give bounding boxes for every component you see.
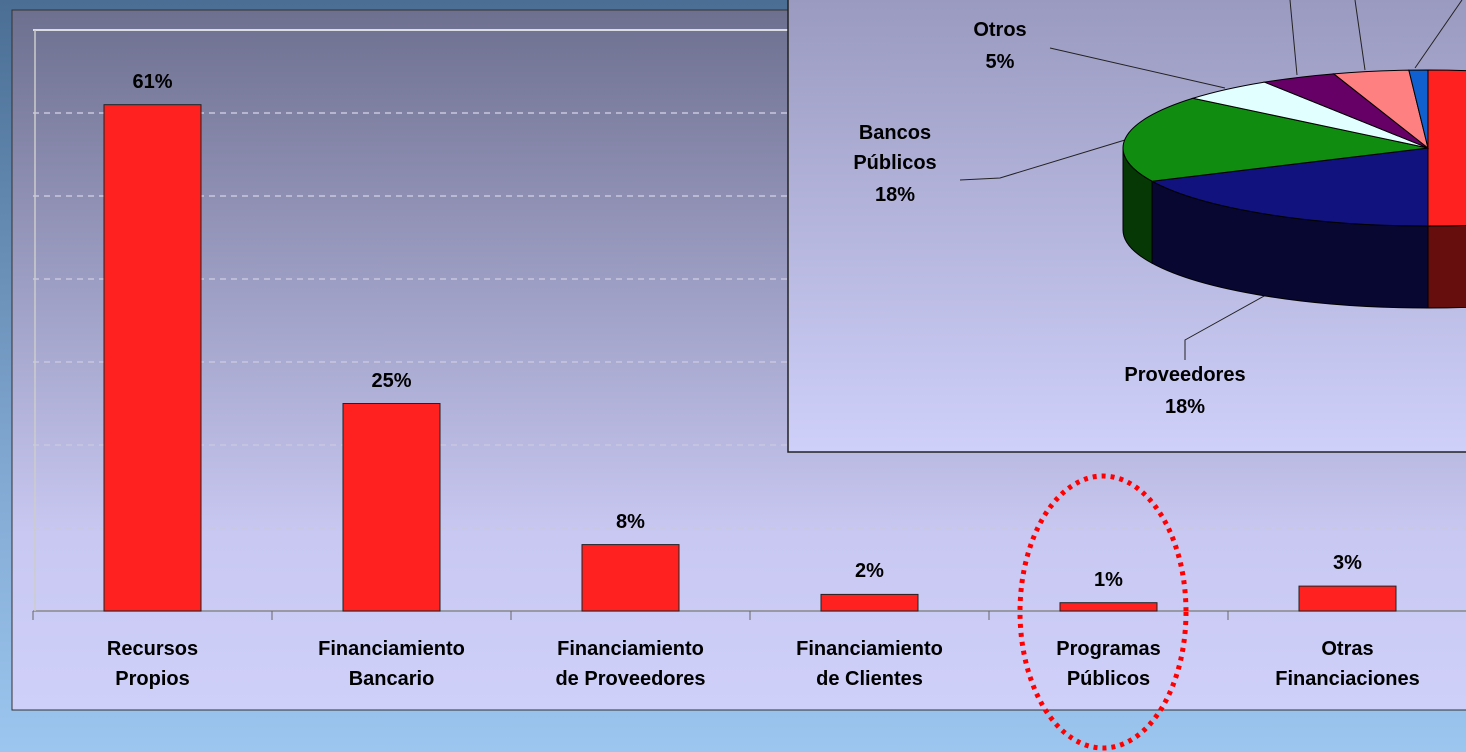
value-label: 61% [132, 70, 173, 93]
pie-slice [1122, 97, 1429, 182]
leader-line [1184, 289, 1276, 360]
x-tick-label: Recursos Propios [106, 638, 199, 690]
leader-line [959, 139, 1126, 181]
pie-slice [1408, 69, 1429, 149]
value-label: 25% [371, 369, 412, 392]
value-label: 1% [1094, 568, 1123, 591]
highlight-ellipse [1017, 473, 1189, 751]
pie-label: Bancos Públicos [853, 122, 937, 174]
bar-chart [32, 29, 1466, 620]
pie-label: Otros [973, 19, 1027, 41]
pie-value-label: 18% [1164, 396, 1206, 418]
bar [342, 403, 441, 612]
pie-slice [1150, 147, 1429, 227]
bar [1298, 585, 1397, 612]
pie-slice [1427, 69, 1466, 227]
x-tick-label: Programas Públicos [1056, 638, 1161, 690]
pie-value-label: 18% [874, 184, 916, 206]
value-label: 3% [1333, 552, 1362, 575]
pie-value-label: 5% [985, 51, 1015, 73]
x-tick-label: Otras Financiaciones [1275, 638, 1420, 690]
leader-line [1049, 47, 1226, 89]
x-tick-label: Financiamiento de Proveedores [555, 638, 706, 690]
leader-line [1354, 0, 1366, 71]
bar [103, 104, 202, 612]
leader-line [1289, 0, 1298, 76]
value-label: 8% [616, 510, 645, 533]
pie-inset [787, 0, 1466, 453]
leader-line [1414, 0, 1463, 69]
bar [581, 544, 680, 612]
x-tick-label: Financiamiento de Clientes [796, 638, 943, 690]
pie-label: Proveedores [1124, 364, 1246, 386]
bar [1059, 602, 1158, 612]
bar [820, 593, 919, 612]
value-label: 2% [855, 560, 884, 583]
x-tick-label: Financiamiento Bancario [318, 638, 465, 690]
